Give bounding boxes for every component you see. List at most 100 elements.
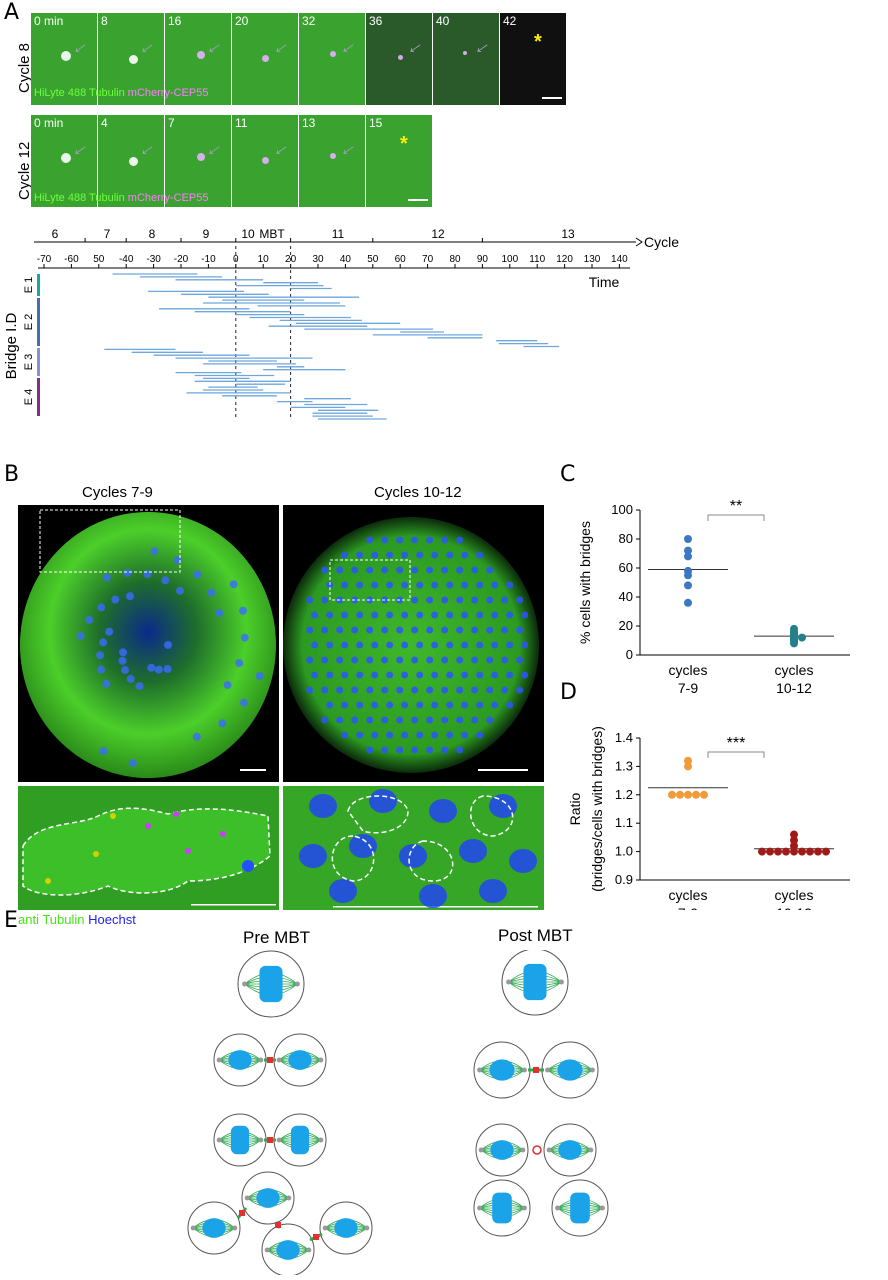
frame-time-label: 7: [168, 116, 175, 130]
nucleus: [506, 671, 514, 679]
nucleus: [471, 716, 479, 724]
y-tick-label: 40: [619, 589, 633, 604]
nucleus: [126, 674, 135, 683]
chromatin: [290, 1125, 310, 1155]
data-point: [822, 847, 830, 856]
nucleus: [486, 596, 494, 604]
time-tick-label: 70: [422, 254, 434, 265]
cycle-label: 9: [203, 227, 210, 241]
centrosome: [364, 1225, 370, 1231]
nucleus: [441, 626, 449, 634]
centrosome: [318, 1137, 324, 1143]
data-point: [676, 790, 684, 799]
centrosome: [322, 1225, 328, 1231]
nucleus: [386, 611, 394, 619]
y-tick-label: 1.0: [615, 844, 633, 859]
nucleus: [351, 656, 359, 664]
x-category-label: 7-9: [678, 905, 698, 910]
nucleus: [396, 536, 404, 544]
nucleus: [111, 595, 120, 604]
bridge-spot: [61, 153, 71, 163]
time-tick-label: 60: [395, 254, 407, 265]
cell-outline: [331, 795, 514, 882]
nucleus: [426, 536, 434, 544]
nucleus: [276, 1240, 300, 1260]
nucleus: [371, 581, 379, 589]
data-point: [774, 847, 782, 856]
nucleus: [426, 746, 434, 754]
nucleus: [456, 686, 464, 694]
nucleus: [351, 626, 359, 634]
frame-time-label: 0 min: [34, 116, 64, 130]
nucleus: [471, 626, 479, 634]
data-point: [790, 639, 798, 648]
arrow-icon: ←: [332, 133, 362, 163]
chart-d: 0.9 1.0 1.1 1.2 1.3 1.4 Ratio (bridges/cells wi…: [567, 726, 850, 910]
bridge-spot: [398, 55, 403, 60]
cycle-label: 7: [104, 227, 111, 241]
nucleus: [235, 659, 244, 668]
centrosome: [216, 1137, 222, 1143]
time-tick-label: -30: [146, 254, 161, 265]
nucleus: [416, 701, 424, 709]
nucleus: [441, 746, 449, 754]
nucleus: [490, 1140, 514, 1160]
nucleus: [105, 627, 114, 636]
chart-c: 0 20 40 60 80 100 % cells with bridges cycles 7-…: [577, 498, 850, 696]
nucleus: [476, 551, 484, 559]
frame-time-label: 16: [168, 14, 182, 28]
nucleus: [516, 686, 524, 694]
nucleus: [516, 656, 524, 664]
data-point: [692, 790, 700, 799]
centrosome: [506, 979, 512, 985]
data-point: [798, 633, 806, 642]
data-point: [790, 830, 798, 839]
nucleus: [102, 679, 111, 688]
time-tick-label: 50: [367, 254, 379, 265]
nucleus: [396, 656, 404, 664]
midbody: [313, 1234, 319, 1240]
timelapse-frame: 7 ←: [165, 115, 231, 207]
nucleus: [419, 884, 447, 908]
nucleus: [416, 671, 424, 679]
nucleus: [381, 536, 389, 544]
nucleus: [396, 716, 404, 724]
centrosome: [294, 981, 300, 987]
nucleus: [351, 716, 359, 724]
time-tick-label: 140: [611, 254, 628, 265]
embryo-label: E 3: [23, 354, 35, 371]
nucleus: [446, 551, 454, 559]
x-category-label: cycles: [669, 662, 708, 678]
significance-bracket: [707, 751, 765, 758]
nucleus: [401, 671, 409, 679]
nucleus: [557, 1059, 583, 1081]
nucleus: [471, 656, 479, 664]
nucleus: [334, 1218, 358, 1238]
nucleus: [311, 671, 319, 679]
bridge-spot: [262, 157, 269, 164]
nucleus: [491, 641, 499, 649]
panel-label-d: D: [560, 680, 577, 705]
cycle8-caption: HiLyte 488 Tubulin mCherry-CEP55: [34, 87, 208, 99]
centrosome: [244, 1195, 250, 1201]
centrosome: [242, 981, 248, 987]
nucleus: [386, 671, 394, 679]
nucleus: [431, 641, 439, 649]
nucleus: [371, 551, 379, 559]
data-point: [684, 762, 692, 771]
nucleus: [256, 1188, 280, 1208]
frame-time-label: 11: [235, 116, 248, 130]
nucleus: [341, 671, 349, 679]
nucleus: [401, 551, 409, 559]
nucleus: [366, 656, 374, 664]
chromatin: [570, 1192, 590, 1224]
nucleus: [411, 596, 419, 604]
timelapse-frame: 11 ←: [232, 115, 298, 207]
bridge-spot: [330, 153, 336, 159]
centrosome: [545, 1067, 551, 1073]
cycle-label: 13: [561, 227, 575, 241]
nucleus: [173, 556, 182, 565]
data-point: [814, 847, 822, 856]
scale-bar: [408, 199, 428, 201]
nucleus: [401, 701, 409, 709]
